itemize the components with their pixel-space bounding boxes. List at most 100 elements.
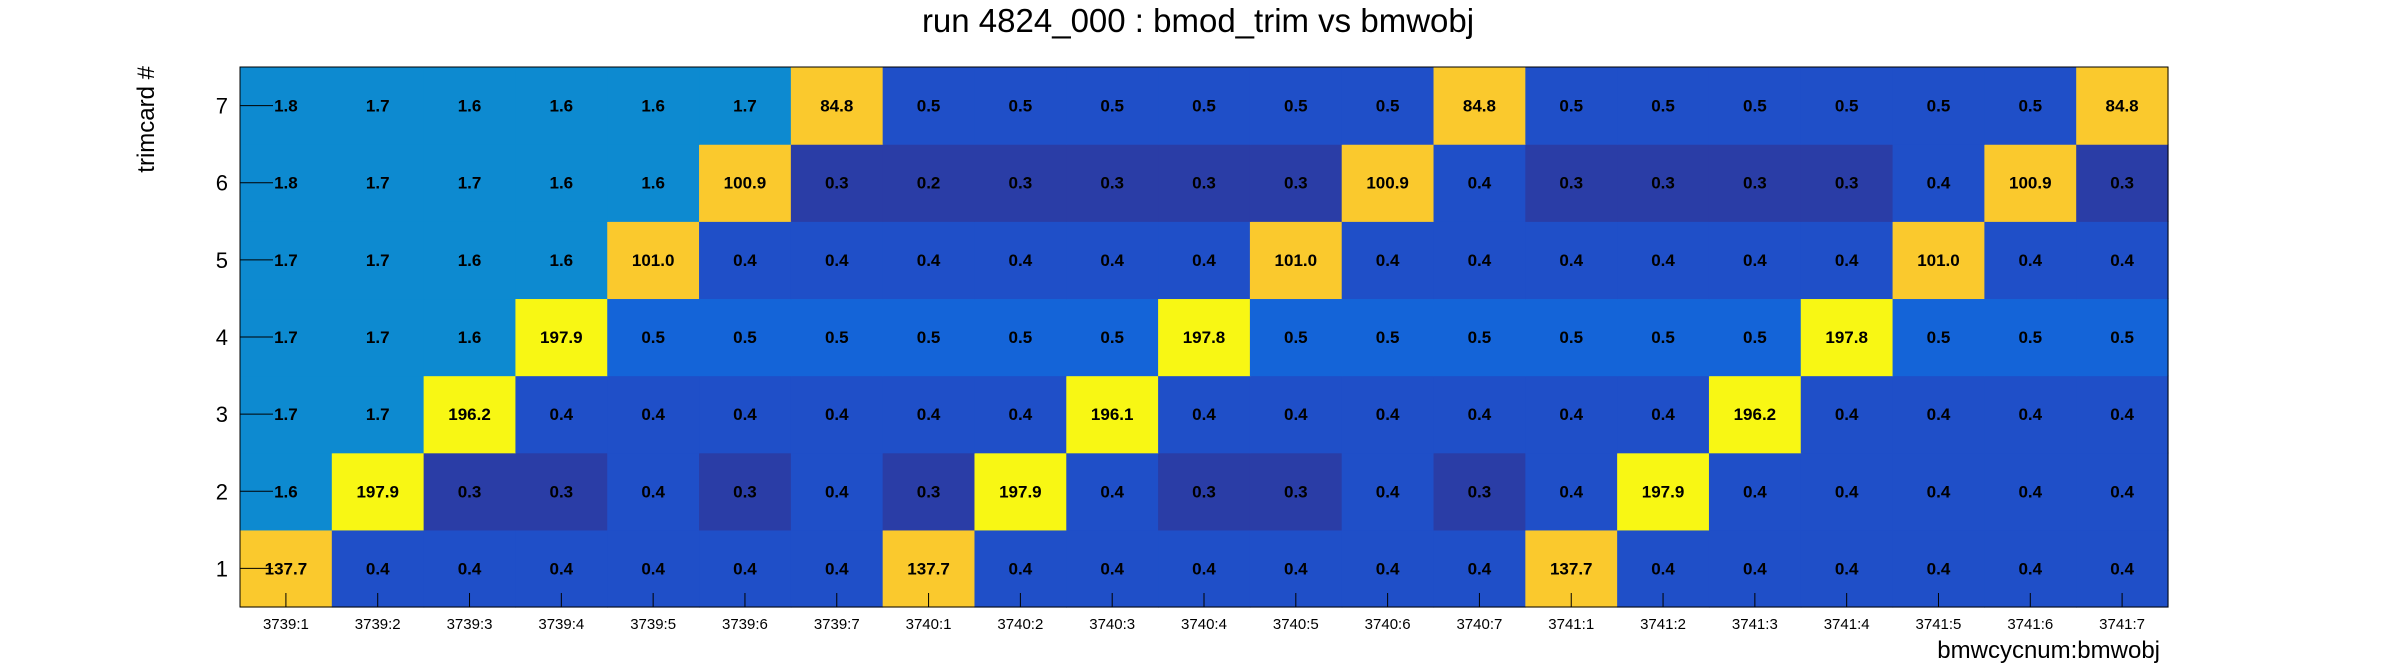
cell-value-label: 0.4 bbox=[1468, 405, 1492, 424]
heatmap-cell bbox=[1525, 67, 1618, 145]
heatmap-cell bbox=[607, 67, 700, 145]
cell-value-label: 0.3 bbox=[917, 482, 941, 501]
cell-value-label: 0.4 bbox=[1651, 405, 1675, 424]
heatmap-cell bbox=[1708, 144, 1802, 222]
cell-value-label: 197.9 bbox=[356, 482, 399, 501]
heatmap-cell bbox=[1800, 298, 1894, 377]
cell-value-label: 0.5 bbox=[2018, 328, 2042, 347]
x-tick-label: 3740:2 bbox=[997, 616, 1043, 633]
heatmap-cell bbox=[882, 298, 976, 377]
cell-value-label: 0.3 bbox=[1284, 174, 1308, 193]
x-tick-label: 3741:4 bbox=[1824, 616, 1870, 633]
heatmap-cell bbox=[1341, 375, 1435, 454]
x-axis: 3739:1 3739:2 3739:3 3739:4 3739:5 3739:6 3739… bbox=[263, 593, 2145, 633]
heatmap-cell bbox=[2076, 452, 2169, 531]
heatmap-cell bbox=[1617, 298, 1710, 377]
cell-value-label: 137.7 bbox=[265, 559, 308, 578]
cell-value-label: 0.5 bbox=[1284, 328, 1308, 347]
heatmap-cell bbox=[1617, 452, 1710, 531]
heatmap-cell bbox=[790, 221, 884, 300]
cell-value-label: 0.4 bbox=[1651, 251, 1675, 270]
heatmap-cell bbox=[1800, 144, 1894, 222]
heatmap-cell bbox=[1066, 452, 1159, 531]
cell-value-label: 0.4 bbox=[2110, 482, 2134, 501]
cell-value-label: 0.5 bbox=[2110, 328, 2134, 347]
cell-value-label: 0.4 bbox=[550, 405, 574, 424]
cell-value-label: 0.4 bbox=[733, 559, 757, 578]
x-tick-label: 3741:2 bbox=[1640, 616, 1686, 633]
cell-value-label: 0.3 bbox=[1559, 174, 1583, 193]
cell-value-label: 137.7 bbox=[907, 559, 950, 578]
heatmap-cell bbox=[1066, 298, 1159, 377]
heatmap-cell bbox=[790, 67, 884, 145]
heatmap-cell bbox=[2076, 375, 2169, 454]
x-tick-label: 3739:2 bbox=[355, 616, 401, 633]
cell-value-label: 0.4 bbox=[2018, 405, 2042, 424]
cell-value-label: 0.4 bbox=[1192, 405, 1216, 424]
heatmap-cell bbox=[331, 144, 425, 222]
heatmap-cell bbox=[1984, 221, 2077, 300]
heatmap-cell bbox=[1525, 144, 1618, 222]
x-tick-label: 3739:5 bbox=[630, 616, 676, 633]
heatmap-cell bbox=[974, 298, 1067, 377]
heatmap-cell bbox=[1158, 452, 1251, 531]
heatmap-cell bbox=[1892, 144, 1985, 222]
x-axis-title: bmwcycnum:bmwobj bbox=[1937, 637, 2160, 664]
cell-value-label: 101.0 bbox=[1275, 251, 1318, 270]
heatmap-cell bbox=[331, 375, 425, 454]
cell-value-label: 100.9 bbox=[1366, 174, 1409, 193]
cell-value-label: 100.9 bbox=[724, 174, 767, 193]
cell-value-label: 84.8 bbox=[1463, 97, 1496, 116]
heatmap-cell bbox=[607, 298, 700, 377]
cell-value-label: 0.4 bbox=[1376, 405, 1400, 424]
cell-value-label: 0.3 bbox=[825, 174, 849, 193]
heatmap-cell bbox=[882, 452, 976, 531]
cell-value-label: 0.3 bbox=[1468, 482, 1492, 501]
cell-value-label: 197.9 bbox=[1642, 482, 1685, 501]
cell-value-label: 1.7 bbox=[458, 174, 482, 193]
heatmap-cell bbox=[1158, 221, 1251, 300]
heatmap-cell bbox=[1984, 452, 2077, 531]
heatmap-cell bbox=[882, 221, 976, 300]
cell-value-label: 101.0 bbox=[1917, 251, 1960, 270]
cell-value-label: 0.3 bbox=[458, 482, 482, 501]
x-tick-label: 3741:5 bbox=[1916, 616, 1962, 633]
cell-value-label: 0.4 bbox=[1927, 174, 1951, 193]
cell-value-label: 0.4 bbox=[825, 482, 849, 501]
cell-value-label: 0.4 bbox=[2018, 251, 2042, 270]
heatmap-cell bbox=[331, 452, 425, 531]
heatmap-cell bbox=[1892, 298, 1985, 377]
cell-value-label: 0.4 bbox=[1927, 405, 1951, 424]
x-tick-label: 3739:1 bbox=[263, 616, 309, 633]
heatmap-cell bbox=[607, 375, 700, 454]
y-tick-label: 7 bbox=[216, 94, 228, 119]
x-tick-label: 3741:6 bbox=[2007, 616, 2053, 633]
cell-value-label: 0.4 bbox=[825, 405, 849, 424]
heatmap-cell bbox=[974, 67, 1067, 145]
cell-value-label: 0.4 bbox=[1743, 251, 1767, 270]
heatmap-cell bbox=[790, 375, 884, 454]
cell-value-label: 0.5 bbox=[917, 328, 941, 347]
cell-value-label: 0.4 bbox=[733, 251, 757, 270]
cell-value-label: 0.5 bbox=[917, 97, 941, 116]
cell-value-label: 0.4 bbox=[1284, 559, 1308, 578]
heatmap-cell bbox=[1708, 67, 1802, 145]
cell-value-label: 0.4 bbox=[1835, 482, 1859, 501]
cell-value-label: 0.5 bbox=[1559, 97, 1583, 116]
heatmap-cell bbox=[790, 298, 884, 377]
cell-value-label: 0.3 bbox=[733, 482, 757, 501]
cell-value-label: 0.4 bbox=[641, 405, 665, 424]
cell-value-label: 0.5 bbox=[1927, 97, 1951, 116]
cell-value-label: 0.4 bbox=[2110, 251, 2134, 270]
heatmap-cell bbox=[1800, 452, 1894, 531]
heatmap-cell bbox=[1617, 67, 1710, 145]
heatmap-cell bbox=[699, 221, 792, 300]
x-tick-label: 3741:7 bbox=[2099, 616, 2145, 633]
heatmap-cell bbox=[423, 144, 517, 222]
y-tick-label: 3 bbox=[216, 402, 228, 427]
cell-value-label: 0.4 bbox=[1559, 405, 1583, 424]
cell-value-label: 0.4 bbox=[1835, 405, 1859, 424]
cell-value-label: 0.4 bbox=[641, 482, 665, 501]
cell-value-label: 0.4 bbox=[1284, 405, 1308, 424]
heatmap-cell bbox=[1984, 375, 2077, 454]
